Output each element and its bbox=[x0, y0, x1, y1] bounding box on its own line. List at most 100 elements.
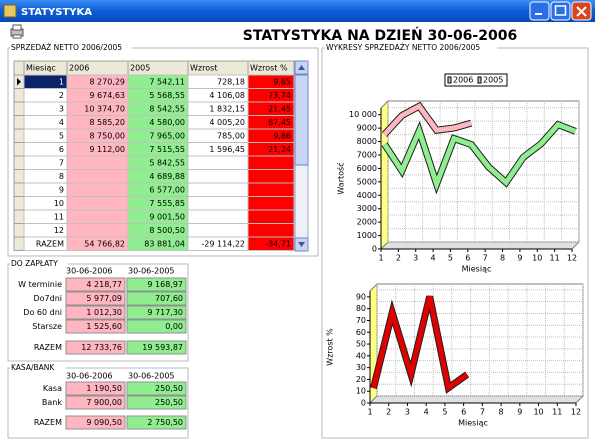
x-tick-label: 12 bbox=[571, 408, 581, 417]
cell-text: 7 515,55 bbox=[149, 145, 185, 154]
y-tick-label: 0 bbox=[361, 399, 366, 408]
cell bbox=[126, 291, 187, 306]
row-indicator bbox=[13, 236, 25, 251]
header-cell bbox=[13, 60, 25, 76]
y-tick-label: 6000 bbox=[357, 164, 377, 173]
row-indicator bbox=[13, 142, 25, 157]
left-wall bbox=[380, 99, 389, 251]
cell-text: 5 842,55 bbox=[149, 158, 185, 167]
line bbox=[382, 102, 472, 137]
y-tick-label: 4000 bbox=[357, 191, 377, 200]
legend-label: 2006 bbox=[453, 76, 473, 85]
minimize-button[interactable] bbox=[529, 1, 550, 21]
cell-text: 9 674,63 bbox=[89, 91, 125, 100]
cell-text: 7 542,11 bbox=[149, 77, 185, 86]
cell bbox=[65, 395, 126, 410]
x-tick-label: 11 bbox=[550, 254, 560, 263]
group-caption-bg bbox=[10, 363, 66, 373]
close-button[interactable] bbox=[571, 1, 592, 21]
y-tick-label: 9000 bbox=[357, 124, 377, 133]
back-wall bbox=[376, 283, 584, 397]
cell-text: 5 977,09 bbox=[86, 294, 122, 303]
y-tick-label: 80 bbox=[356, 304, 366, 313]
cell-text: 7 555,85 bbox=[149, 199, 185, 208]
group-caption-bg bbox=[10, 259, 68, 269]
x-tick-label: 7 bbox=[480, 408, 485, 417]
cell bbox=[247, 236, 295, 251]
x-tick-label: 2 bbox=[386, 408, 391, 417]
cell bbox=[187, 196, 249, 211]
cash-group bbox=[7, 367, 189, 439]
y-tick-label: 8000 bbox=[357, 137, 377, 146]
x-tick-label: 9 bbox=[517, 254, 522, 263]
cell bbox=[187, 155, 249, 170]
cell-text: 9 090,50 bbox=[86, 418, 122, 427]
group-title: WYKRESY SPRZEDAŻY NETTO 2006/2005 bbox=[326, 43, 480, 52]
y-tick-label: 10 000 bbox=[349, 110, 377, 119]
y-tick-label: 70 bbox=[356, 316, 366, 325]
cell bbox=[126, 395, 187, 410]
cell-text: 8 585,20 bbox=[89, 118, 125, 127]
maximize-button[interactable] bbox=[550, 1, 571, 21]
x-tick-label: 1 bbox=[378, 254, 383, 263]
cell-text: 1 525,60 bbox=[86, 322, 122, 331]
cell bbox=[66, 155, 129, 170]
column-header: 30-06-2005 bbox=[128, 372, 175, 381]
cell-text: 10 374,70 bbox=[84, 104, 125, 113]
cell-text: 9 112,00 bbox=[89, 145, 125, 154]
x-tick-label: 1 bbox=[367, 408, 372, 417]
row-indicator bbox=[13, 155, 25, 170]
row-indicator bbox=[13, 209, 25, 224]
cell-text: 9,86 bbox=[273, 131, 291, 140]
y-tick-label: 3000 bbox=[357, 204, 377, 213]
line bbox=[382, 121, 577, 192]
cell-text: 21,45 bbox=[268, 104, 291, 113]
cell bbox=[126, 381, 187, 396]
column-header: Miesiąc bbox=[26, 64, 56, 73]
row-label: Do7dni bbox=[33, 294, 62, 303]
y-tick-label: 0 bbox=[372, 245, 377, 254]
x-tick-label: 6 bbox=[465, 254, 470, 263]
cell bbox=[65, 291, 126, 306]
cell-text: -34,71 bbox=[265, 239, 291, 248]
cell-text: 1 bbox=[59, 77, 64, 86]
x-tick-label: 7 bbox=[483, 254, 488, 263]
x-tick-label: 8 bbox=[499, 408, 504, 417]
cell bbox=[66, 209, 129, 224]
page-title: STATYSTYKA NA DZIEŃ 30-06-2006 bbox=[243, 26, 517, 44]
cell-text: 2 bbox=[59, 91, 64, 100]
cell-text: 0,00 bbox=[165, 322, 183, 331]
app-icon bbox=[3, 4, 17, 18]
x-tick-label: 8 bbox=[500, 254, 505, 263]
cell-text: 73,74 bbox=[268, 91, 291, 100]
cell-text: 87,45 bbox=[268, 118, 291, 127]
x-tick-label: 3 bbox=[405, 408, 410, 417]
y-tick-label: 10 bbox=[356, 387, 366, 396]
cell-text: 4 106,08 bbox=[209, 91, 245, 100]
cell-text: 83 881,04 bbox=[144, 239, 185, 248]
cell-text: 1 832,15 bbox=[209, 104, 245, 113]
row-label: W terminie bbox=[18, 280, 62, 289]
x-tick-label: 11 bbox=[552, 408, 562, 417]
legend-label: 2005 bbox=[483, 76, 503, 85]
cell bbox=[247, 155, 295, 170]
column-header: Wzrost bbox=[190, 64, 217, 73]
cell-text: 5 bbox=[59, 131, 64, 140]
cell-text: 4 218,77 bbox=[86, 280, 122, 289]
cell-text: 4 005,20 bbox=[209, 118, 245, 127]
x-tick-label: 10 bbox=[532, 254, 542, 263]
scrollbar[interactable] bbox=[294, 60, 309, 252]
print-button[interactable] bbox=[10, 24, 24, 39]
cell-text: 9 717,30 bbox=[147, 308, 183, 317]
x-axis-label: Miesiąc bbox=[458, 419, 488, 428]
cell-text: 8 bbox=[59, 172, 64, 181]
x-tick-label: 10 bbox=[533, 408, 543, 417]
cell bbox=[247, 182, 295, 197]
y-tick-label: 90 bbox=[356, 292, 366, 301]
cell bbox=[126, 319, 187, 334]
row-indicator bbox=[13, 223, 25, 238]
y-tick-label: 30 bbox=[356, 363, 366, 372]
cell-text: 8 750,00 bbox=[89, 131, 125, 140]
row-indicator bbox=[13, 115, 25, 130]
